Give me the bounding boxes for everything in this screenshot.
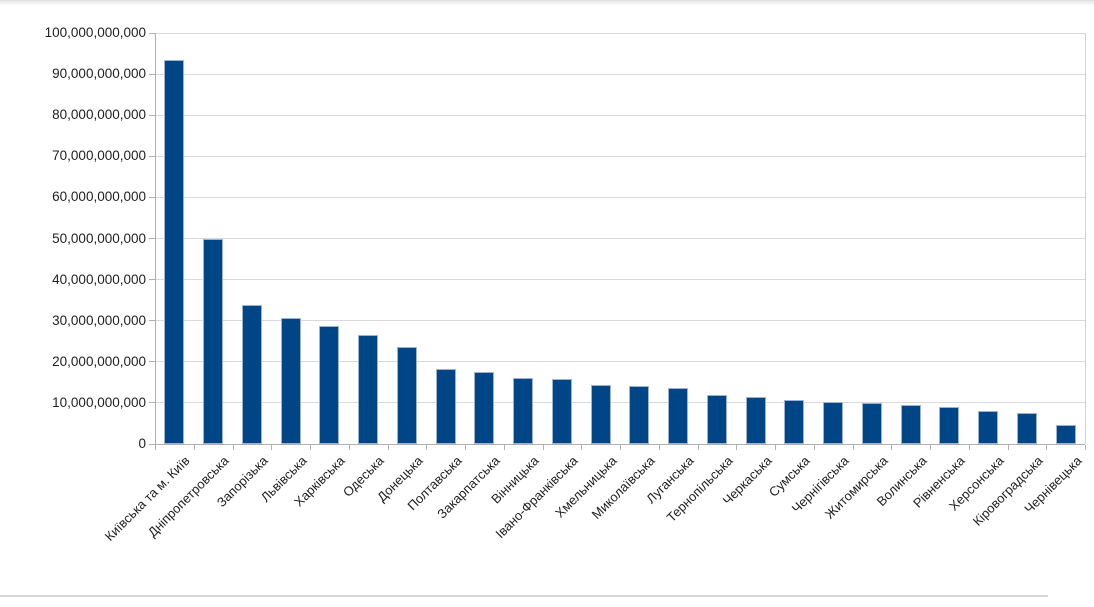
bar-18 (823, 401, 844, 444)
x-axis-tick (891, 445, 893, 450)
y-axis-tick-label: 100,000,000,000 (44, 25, 146, 40)
bar-10 (513, 377, 534, 444)
y-axis-tick (149, 320, 156, 322)
bar-16 (745, 396, 766, 444)
x-axis-tick (232, 445, 234, 450)
bar-20 (900, 404, 921, 444)
x-axis-tick (542, 445, 544, 450)
bar-13 (629, 386, 650, 444)
plot-right-border (1085, 33, 1086, 444)
x-axis-tick (697, 445, 699, 450)
y-gridline (155, 361, 1085, 363)
bar-8 (435, 369, 456, 444)
bar-4 (280, 317, 301, 444)
bar-2 (203, 239, 224, 444)
x-axis-tick (1046, 445, 1048, 450)
y-gridline (155, 114, 1085, 116)
bar-24 (1055, 424, 1076, 444)
y-gridline (155, 73, 1085, 75)
y-axis-tick (149, 402, 156, 404)
x-axis-tick (813, 445, 815, 450)
bar-11 (551, 378, 572, 444)
x-axis-tick (852, 445, 854, 450)
y-gridline (155, 279, 1085, 281)
bottom-divider-line (0, 595, 1048, 597)
x-axis-tick (930, 445, 931, 450)
x-axis-tick (775, 445, 776, 450)
bar-21 (939, 407, 960, 444)
x-axis-tick (658, 445, 660, 450)
y-axis-tick-label: 90,000,000,000 (52, 66, 146, 82)
y-axis-tick-label: 70,000,000,000 (52, 148, 146, 164)
y-axis-line (155, 33, 156, 445)
bar-17 (784, 399, 805, 444)
x-axis-line (149, 444, 1085, 445)
x-axis-tick (310, 445, 311, 450)
y-gridline (155, 320, 1085, 322)
x-axis-tick (348, 445, 350, 450)
bar-9 (474, 371, 495, 444)
bar-5 (319, 325, 340, 444)
bar-23 (1016, 413, 1037, 444)
x-axis-tick (465, 445, 466, 450)
y-axis-tick (149, 32, 156, 34)
y-axis-tick-label: 30,000,000,000 (52, 312, 146, 328)
y-axis-tick-label: 60,000,000,000 (52, 189, 146, 205)
y-gridline (155, 155, 1085, 157)
bar-7 (396, 346, 417, 444)
y-axis-tick (149, 361, 156, 363)
bar-14 (668, 388, 689, 444)
bar-22 (978, 410, 999, 444)
bar-12 (590, 385, 611, 444)
y-gridline (155, 196, 1085, 198)
y-axis-tick-label: 50,000,000,000 (52, 230, 146, 246)
x-axis-tick (968, 445, 970, 450)
bar-3 (241, 304, 262, 444)
y-axis-tick (149, 155, 156, 157)
y-axis-tick (149, 114, 156, 116)
x-axis-tick (503, 445, 505, 450)
y-axis-tick-label: 0 (138, 436, 146, 451)
x-axis-tick (1007, 445, 1009, 450)
x-axis-tick (193, 445, 195, 450)
x-axis-tick (387, 445, 389, 450)
x-axis-tick (736, 445, 738, 450)
y-axis-tick-label: 20,000,000,000 (52, 353, 146, 369)
bar-1 (164, 59, 185, 444)
y-axis-tick (149, 73, 156, 75)
bar-6 (358, 335, 379, 444)
y-gridline (155, 32, 1085, 34)
y-axis-tick (149, 279, 156, 281)
y-axis-tick (149, 196, 156, 198)
bar-19 (861, 403, 882, 444)
x-axis-tick (271, 445, 273, 450)
y-axis-tick-label: 40,000,000,000 (52, 271, 146, 287)
y-axis-tick (149, 238, 156, 239)
y-axis-tick-label: 80,000,000,000 (52, 107, 146, 123)
y-gridline (155, 238, 1085, 239)
window-top-edge (0, 0, 1094, 6)
y-axis-tick-label: 10,000,000,000 (52, 394, 146, 410)
x-axis-tick (155, 445, 156, 450)
x-axis-tick (426, 445, 428, 450)
x-axis-tick (581, 445, 583, 450)
y-gridline (155, 402, 1085, 404)
bar-15 (706, 395, 727, 444)
x-axis-tick (620, 445, 621, 450)
x-axis-tick (1085, 445, 1086, 450)
